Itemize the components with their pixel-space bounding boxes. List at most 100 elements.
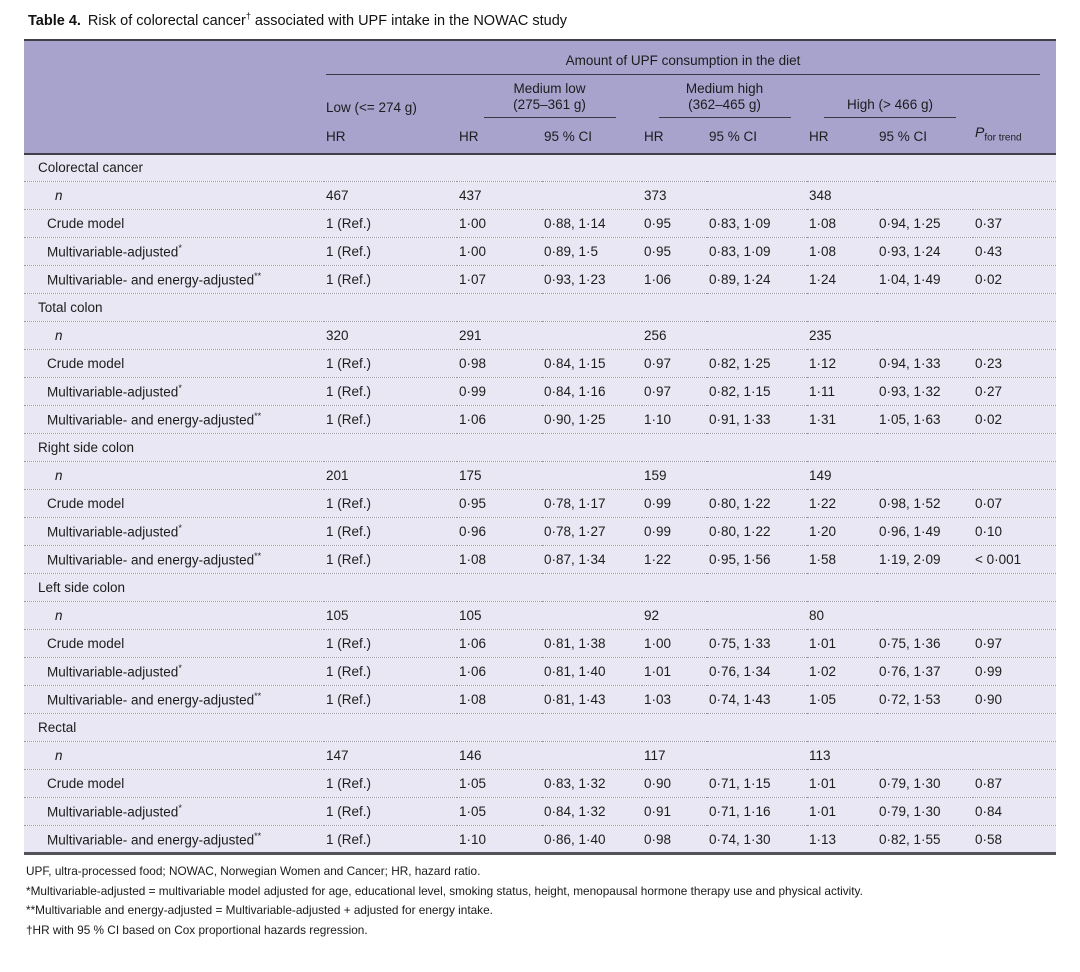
value-cell-hr-low: 1 (Ref.) [324,377,457,406]
value-cell-p-for-trend: 0·07 [973,489,1056,518]
value-cell-p-for-trend: 0·10 [973,517,1056,546]
section-label: Right side colon [24,433,1056,462]
value-cell-hr-medium-high: 0·95 [642,237,707,266]
table-footnotes: UPF, ultra-processed food; NOWAC, Norweg… [26,862,1056,940]
value-cell-hr-high: 1·01 [807,629,877,658]
value-cell-hr-medium-low: 1·06 [457,405,542,434]
value-cell-hr-low: 1 (Ref.) [324,825,457,854]
group-medium-low-label: Medium low (275–361 g) [483,81,616,118]
value-cell-hr-high: 1·01 [807,797,877,826]
footnote-dagger: †HR with 95 % CI based on Cox proportion… [26,922,368,937]
row-label: n [24,321,324,350]
section-header-row: Total colon [24,293,1056,322]
value-cell-hr-medium-low: 146 [457,741,542,770]
value-cell-hr-low: 1 (Ref.) [324,237,457,266]
group-high: High (> 466 g) [807,74,973,118]
value-cell-95-ci-high: 0·93, 1·32 [877,377,973,406]
value-cell-p-for-trend [973,601,1056,630]
value-cell-95-ci-medium-low: 0·81, 1·40 [542,657,642,686]
value-cell-hr-medium-high: 1·00 [642,629,707,658]
value-cell-p-for-trend: < 0·001 [973,545,1056,574]
table-row: Multivariable- and energy-adjusted** 1 (R… [24,685,1056,714]
table-row: n 105 105 92 80 [24,601,1056,630]
group-medium-high: Medium high (362–465 g) [642,74,807,118]
row-label-marker: ** [254,830,262,841]
row-label-marker: ** [254,551,262,562]
value-cell-hr-medium-low: 437 [457,181,542,210]
value-cell-hr-medium-low: 1·07 [457,265,542,294]
table-title-text: Risk of colorectal cancer [87,12,246,29]
value-cell-95-ci-medium-high: 0·71, 1·16 [707,797,807,826]
row-label: Multivariable- and energy-adjusted** [24,685,324,714]
value-cell-hr-low: 467 [324,181,457,210]
table-row: Multivariable-adjusted* 1 (Ref.) 0·99 0·84,… [24,377,1056,406]
section-label: Colorectal cancer [24,153,1056,182]
table-body: Colorectal cancer n 467 437 373 348 Crude mode… [24,153,1056,854]
value-cell-95-ci-high: 0·93, 1·24 [877,237,973,266]
value-cell-hr-high: 1·01 [807,769,877,798]
row-label-marker: * [178,803,182,814]
value-cell-hr-high: 1·24 [807,265,877,294]
footnote-multivariable: *Multivariable-adjusted = multivariable … [26,883,863,898]
group-header-row: Low (<= 274 g) Medium low (275–361 g) Me… [24,74,1056,118]
section-header-row: Rectal [24,713,1056,742]
footnote-abbreviations: UPF, ultra-processed food; NOWAC, Norweg… [26,864,481,879]
table-title-suffix: associated with UPF intake in the NOWAC … [250,12,568,29]
value-cell-hr-medium-high: 1·22 [642,545,707,574]
value-cell-95-ci-medium-low: 0·78, 1·17 [542,489,642,518]
value-cell-p-for-trend: 0·99 [973,657,1056,686]
value-cell-hr-medium-low: 105 [457,601,542,630]
value-cell-95-ci-medium-high: 0·95, 1·56 [707,545,807,574]
value-cell-hr-low: 1 (Ref.) [324,349,457,378]
value-cell-hr-medium-low: 1·06 [457,629,542,658]
table-number: Table 4. [28,12,81,29]
value-cell-hr-high: 1·11 [807,377,877,406]
value-cell-hr-medium-high: 117 [642,741,707,770]
group-medium-low-line2: (275–361 g) [513,96,586,112]
value-cell-95-ci-medium-low [542,601,642,630]
value-cell-hr-medium-high: 0·99 [642,489,707,518]
value-cell-hr-medium-high: 159 [642,461,707,490]
group-low: Low (<= 274 g) [324,74,457,118]
value-cell-95-ci-medium-low [542,321,642,350]
section-label: Total colon [24,293,1056,322]
value-cell-hr-low: 1 (Ref.) [324,629,457,658]
p-symbol: P [975,123,985,140]
value-cell-95-ci-medium-high [707,601,807,630]
row-label: Crude model [24,769,324,798]
value-cell-95-ci-medium-low: 0·81, 1·43 [542,685,642,714]
col-header-hr-medium-low: HR [457,117,542,155]
value-cell-95-ci-medium-low: 0·86, 1·40 [542,825,642,854]
footnote-energy-adjusted: **Multivariable and energy-adjusted = Mu… [26,903,493,918]
value-cell-95-ci-high: 0·94, 1·33 [877,349,973,378]
value-cell-95-ci-medium-low: 0·81, 1·38 [542,629,642,658]
table-row: Multivariable-adjusted* 1 (Ref.) 0·96 0·78,… [24,517,1056,546]
table-row: Multivariable- and energy-adjusted** 1 (R… [24,405,1056,434]
value-cell-95-ci-high: 0·96, 1·49 [877,517,973,546]
value-cell-95-ci-high: 0·82, 1·55 [877,825,973,854]
value-cell-hr-low: 1 (Ref.) [324,489,457,518]
value-cell-hr-medium-low: 1·05 [457,769,542,798]
value-cell-95-ci-medium-low: 0·84, 1·32 [542,797,642,826]
value-cell-95-ci-medium-low [542,181,642,210]
value-cell-95-ci-medium-low [542,461,642,490]
value-cell-95-ci-medium-low: 0·90, 1·25 [542,405,642,434]
value-cell-hr-medium-high: 0·98 [642,825,707,854]
row-label: Multivariable-adjusted* [24,517,324,546]
row-label-marker: ** [254,411,262,422]
value-cell-hr-medium-low: 1·06 [457,657,542,686]
value-cell-95-ci-medium-high: 0·83, 1·09 [707,237,807,266]
row-label-marker: ** [254,691,262,702]
value-cell-95-ci-high: 0·79, 1·30 [877,769,973,798]
col-header-ci-medium-high: 95 % CI [707,117,807,155]
value-cell-95-ci-medium-high: 0·89, 1·24 [707,265,807,294]
row-label-marker: * [178,663,182,674]
value-cell-p-for-trend: 0·97 [973,629,1056,658]
value-cell-hr-medium-low: 1·00 [457,209,542,238]
value-cell-95-ci-medium-low: 0·89, 1·5 [542,237,642,266]
row-label-marker: * [178,243,182,254]
row-label: n [24,741,324,770]
row-label: Multivariable- and energy-adjusted** [24,405,324,434]
value-cell-95-ci-high: 0·79, 1·30 [877,797,973,826]
value-cell-95-ci-medium-low: 0·87, 1·34 [542,545,642,574]
